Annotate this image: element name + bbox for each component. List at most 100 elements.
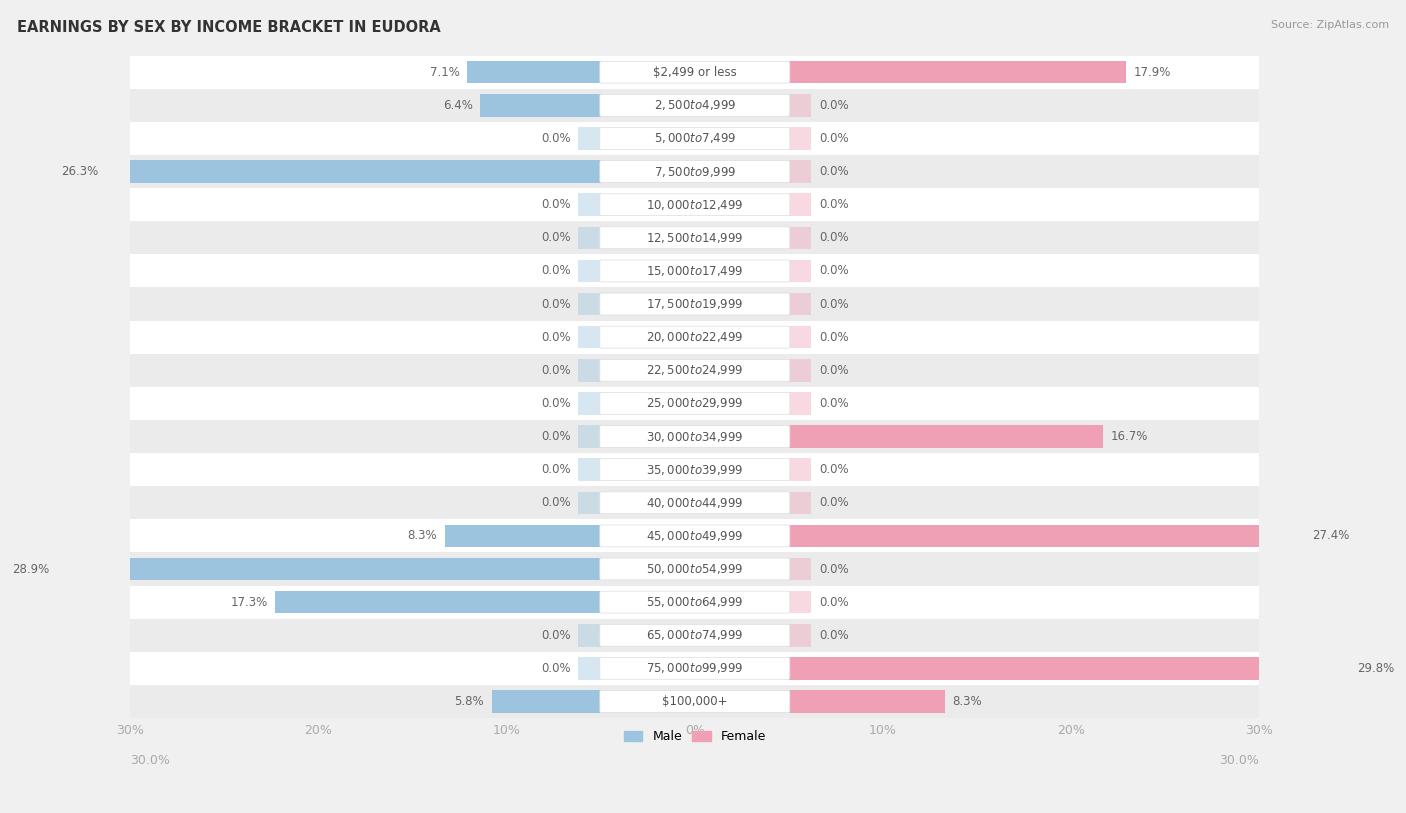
Bar xyxy=(789,160,811,183)
Text: 0.0%: 0.0% xyxy=(820,397,849,410)
Bar xyxy=(578,61,600,84)
Bar xyxy=(578,160,600,183)
Bar xyxy=(789,127,811,150)
Text: 0.0%: 0.0% xyxy=(541,298,571,311)
FancyBboxPatch shape xyxy=(600,658,790,680)
Bar xyxy=(58,558,600,580)
Text: 17.3%: 17.3% xyxy=(231,596,267,609)
Text: 0.0%: 0.0% xyxy=(541,232,571,245)
Text: 8.3%: 8.3% xyxy=(408,529,437,542)
FancyBboxPatch shape xyxy=(600,525,790,547)
FancyBboxPatch shape xyxy=(600,193,790,215)
Bar xyxy=(578,359,600,381)
Text: 0.0%: 0.0% xyxy=(820,198,849,211)
Bar xyxy=(578,591,600,613)
FancyBboxPatch shape xyxy=(600,624,790,646)
Text: 0.0%: 0.0% xyxy=(541,628,571,641)
Text: $30,000 to $34,999: $30,000 to $34,999 xyxy=(647,429,744,444)
Text: 0.0%: 0.0% xyxy=(820,563,849,576)
Bar xyxy=(578,425,600,448)
Text: $20,000 to $22,499: $20,000 to $22,499 xyxy=(647,330,744,344)
Bar xyxy=(789,193,811,216)
Bar xyxy=(789,657,811,680)
Bar xyxy=(131,122,1260,155)
Bar xyxy=(789,293,811,315)
Text: 0.0%: 0.0% xyxy=(541,463,571,476)
Text: $40,000 to $44,999: $40,000 to $44,999 xyxy=(647,496,744,510)
FancyBboxPatch shape xyxy=(600,94,790,116)
Bar xyxy=(105,160,600,183)
Text: 0.0%: 0.0% xyxy=(820,463,849,476)
Bar xyxy=(131,585,1260,619)
Bar xyxy=(789,425,1104,448)
FancyBboxPatch shape xyxy=(600,558,790,580)
Bar xyxy=(789,690,811,713)
Bar xyxy=(789,657,1350,680)
Text: $2,500 to $4,999: $2,500 to $4,999 xyxy=(654,98,737,112)
Bar xyxy=(578,94,600,116)
Bar xyxy=(789,227,811,249)
Text: 30.0%: 30.0% xyxy=(131,754,170,767)
Text: 0.0%: 0.0% xyxy=(541,132,571,145)
Bar xyxy=(578,524,600,547)
Text: $25,000 to $29,999: $25,000 to $29,999 xyxy=(647,397,744,411)
Bar xyxy=(789,392,811,415)
Text: 0.0%: 0.0% xyxy=(820,628,849,641)
Text: 0.0%: 0.0% xyxy=(820,132,849,145)
Bar xyxy=(131,55,1260,89)
Bar xyxy=(131,420,1260,453)
Text: $2,499 or less: $2,499 or less xyxy=(652,66,737,79)
Bar xyxy=(789,61,811,84)
Bar xyxy=(789,259,811,282)
Bar xyxy=(578,624,600,646)
Text: 0.0%: 0.0% xyxy=(820,363,849,376)
Bar xyxy=(467,61,600,84)
Bar xyxy=(578,127,600,150)
Text: $22,500 to $24,999: $22,500 to $24,999 xyxy=(647,363,744,377)
Bar xyxy=(789,425,811,448)
FancyBboxPatch shape xyxy=(600,359,790,381)
Text: 17.9%: 17.9% xyxy=(1133,66,1171,79)
Text: $45,000 to $49,999: $45,000 to $49,999 xyxy=(647,529,744,543)
Text: 26.3%: 26.3% xyxy=(60,165,98,178)
FancyBboxPatch shape xyxy=(600,690,790,712)
Bar xyxy=(131,486,1260,520)
Bar xyxy=(131,221,1260,254)
Text: $5,000 to $7,499: $5,000 to $7,499 xyxy=(654,132,737,146)
FancyBboxPatch shape xyxy=(600,326,790,348)
Bar xyxy=(789,359,811,381)
Text: $65,000 to $74,999: $65,000 to $74,999 xyxy=(647,628,744,642)
Text: 0.0%: 0.0% xyxy=(820,298,849,311)
Bar xyxy=(789,558,811,580)
Text: 6.4%: 6.4% xyxy=(443,99,472,112)
Bar xyxy=(131,188,1260,221)
Bar xyxy=(492,690,600,713)
Bar xyxy=(276,591,600,613)
Text: $10,000 to $12,499: $10,000 to $12,499 xyxy=(647,198,744,211)
FancyBboxPatch shape xyxy=(600,128,790,150)
Bar xyxy=(131,520,1260,553)
Bar xyxy=(789,94,811,116)
FancyBboxPatch shape xyxy=(600,425,790,447)
Text: 16.7%: 16.7% xyxy=(1111,430,1149,443)
Text: 30.0%: 30.0% xyxy=(1219,754,1260,767)
Text: $12,500 to $14,999: $12,500 to $14,999 xyxy=(647,231,744,245)
Text: 0.0%: 0.0% xyxy=(541,264,571,277)
Bar xyxy=(578,227,600,249)
Text: 0.0%: 0.0% xyxy=(820,232,849,245)
Bar xyxy=(789,492,811,514)
Bar xyxy=(578,259,600,282)
Bar xyxy=(131,288,1260,320)
Bar xyxy=(578,459,600,481)
FancyBboxPatch shape xyxy=(600,459,790,480)
Text: 7.1%: 7.1% xyxy=(430,66,460,79)
Text: 0.0%: 0.0% xyxy=(820,165,849,178)
Text: 0.0%: 0.0% xyxy=(541,662,571,675)
Bar xyxy=(578,558,600,580)
Bar xyxy=(789,326,811,349)
Bar xyxy=(578,492,600,514)
Bar xyxy=(131,619,1260,652)
Text: 0.0%: 0.0% xyxy=(541,430,571,443)
Bar xyxy=(131,354,1260,387)
Bar xyxy=(131,652,1260,685)
